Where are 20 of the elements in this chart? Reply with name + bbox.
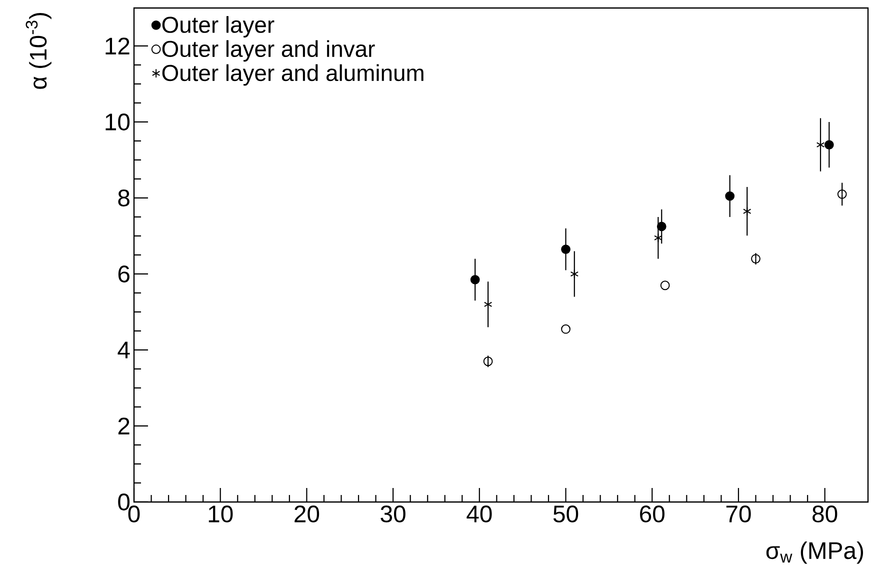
x-axis-title: σ$_{w}$ (MPa) [766,542,863,564]
y-tick-label: 10 [106,114,130,130]
x-tick-label: 50 [553,506,578,522]
y-tick-label: 6 [118,266,130,282]
legend-label: Outer layer [162,16,274,38]
x-tick-label: 70 [726,506,751,522]
x-tick-label: 20 [294,506,320,522]
x-tick-label: 10 [208,506,233,522]
y-tick-label: 2 [118,418,130,434]
x-tick-label: 30 [380,506,406,522]
y-tick-label: 0 [118,494,130,510]
y-axis-title: α (10$^{-3}$) [26,12,52,89]
y-tick-label: 12 [106,38,130,54]
y-tick-label: 8 [118,190,130,206]
x-tick-label: 80 [812,506,838,522]
legend-label: Outer layer and invar [162,40,375,62]
x-tick-label: 40 [466,506,492,522]
x-tick-label: 60 [640,506,664,522]
y-tick-label: 4 [118,342,130,358]
legend-label: Outer layer and aluminum [162,64,424,86]
